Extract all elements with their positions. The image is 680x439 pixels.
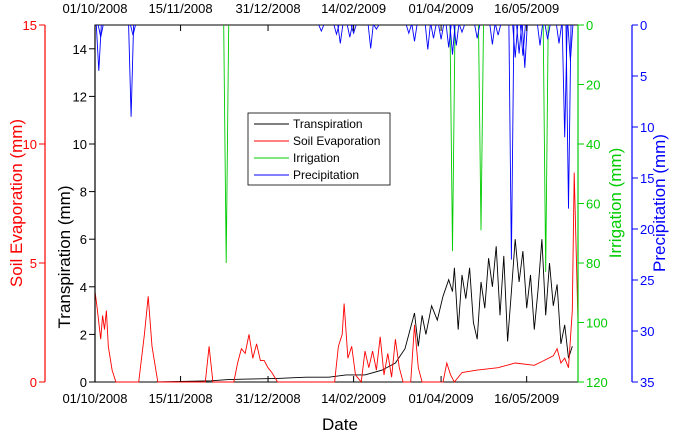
event-spike-precipitation [495,24,502,36]
precipitation-tick-label: 30 [640,324,654,339]
event-spike-precipitation [556,24,562,44]
x-tick-label-bottom: 16/05/2009 [494,391,559,406]
x-tick-label-top: 14/02/2009 [321,1,386,16]
irrigation-tick-label: 80 [586,256,600,271]
series-line-soil-evaporation [94,172,579,384]
event-spike-precipitation [337,24,344,44]
plot-frame [94,24,579,383]
event-spike-precipitation [512,24,519,58]
transpiration-tick-label: 4 [80,280,87,295]
irrigation-tick-label: 60 [586,197,600,212]
x-tick-label-bottom: 14/02/2009 [321,391,386,406]
legend: Transpiration Soil Evaporation Irrigatio… [247,112,391,186]
event-spike-precipitation [424,24,431,50]
x-tick-label-top: 31/12/2008 [236,1,301,16]
irrigation-tick-label: 100 [586,316,608,331]
legend-label-irrigation: Irrigation [293,151,340,165]
event-spike-precipitation [95,24,102,71]
event-spike-precipitation [567,24,574,61]
event-spike-precipitation [430,24,437,39]
event-spike-precipitation [459,24,465,34]
event-spike-irrigation [478,24,484,231]
x-tick-label-bottom: 31/12/2008 [236,391,301,406]
event-spike-precipitation [544,24,551,40]
event-spike-precipitation [453,24,460,46]
legend-label-precipitation: Precipitation [293,168,359,182]
transpiration-tick-label: 0 [80,375,87,390]
event-spike-precipitation [318,24,325,33]
precipitation-tick-label: 15 [640,171,654,186]
irrigation-tick-label: 40 [586,137,600,152]
event-spike-precipitation [367,24,374,49]
axes-layer: 01/10/2008 01/10/2008 15/11/2008 15/11/2008… [23,1,655,406]
legend-label-soil-evaporation: Soil Evaporation [293,134,380,148]
irrigation-tick-label: 20 [586,78,600,93]
event-spike-precipitation [346,24,353,38]
irrigation-tick-label: 0 [586,18,593,33]
event-spike-precipitation [128,24,135,117]
event-spike-precipitation [130,24,136,36]
soil-evaporation-tick-label: 5 [30,256,37,271]
x-tick-label-top: 16/05/2009 [494,1,559,16]
event-spike-precipitation [474,24,481,39]
event-spike-irrigation [449,24,456,252]
y-axis-label-transpiration: Transpiration (mm) [55,186,74,329]
transpiration-tick-label: 6 [80,232,87,247]
transpiration-tick-label: 12 [73,89,87,104]
x-tick-label-bottom: 15/11/2008 [149,391,213,406]
soil-evaporation-tick-label: 0 [30,375,37,390]
series-layer [94,24,579,384]
x-tick-label-top: 01/04/2009 [409,1,474,16]
precipitation-tick-label: 20 [640,222,654,237]
event-spike-precipitation [411,24,418,42]
x-tick-label-bottom: 01/04/2009 [409,391,474,406]
precipitation-tick-label: 35 [640,375,654,390]
precipitation-tick-label: 5 [640,69,647,84]
event-spike-precipitation [97,24,104,38]
event-spike-irrigation [223,24,230,264]
irrigation-tick-label: 120 [586,375,608,390]
transpiration-tick-label: 14 [73,42,87,57]
y-axis-label-irrigation: Irrigation (mm) [606,148,625,259]
y-axis-label-soil-evaporation: Soil Evaporation (mm) [7,119,26,287]
event-spike-precipitation [438,24,445,40]
precipitation-tick-label: 25 [640,273,654,288]
transpiration-tick-label: 10 [73,137,87,152]
x-tick-label-top: 01/10/2008 [62,1,127,16]
transpiration-tick-label: 8 [80,185,87,200]
x-tick-label-bottom: 01/10/2008 [62,391,127,406]
series-line-transpiration [95,239,573,383]
event-spike-precipitation [373,24,380,30]
event-spike-precipitation [519,24,526,56]
event-spike-precipitation [508,24,515,260]
event-spike-precipitation [405,24,412,35]
event-spike-precipitation [537,24,543,46]
legend-label-transpiration: Transpiration [293,117,363,131]
y-axis-label-precipitation: Precipitation (mm) [650,134,669,272]
event-spike-precipitation [521,24,528,68]
event-spike-precipitation [565,24,572,209]
precipitation-tick-label: 10 [640,120,654,135]
event-spike-precipitation [449,24,456,55]
plot-area-border [94,24,579,383]
event-spike-precipitation [350,24,357,35]
transpiration-tick-label: 2 [80,327,87,342]
x-tick-label-top: 15/11/2008 [149,1,213,16]
soil-evaporation-tick-label: 15 [23,18,37,33]
legend-box [247,112,391,186]
event-spike-precipitation [489,24,496,45]
precipitation-tick-label: 0 [640,18,647,33]
soil-evaporation-tick-label: 10 [23,137,37,152]
event-spike-irrigation [542,24,549,272]
x-axis-label: Date [322,415,358,434]
